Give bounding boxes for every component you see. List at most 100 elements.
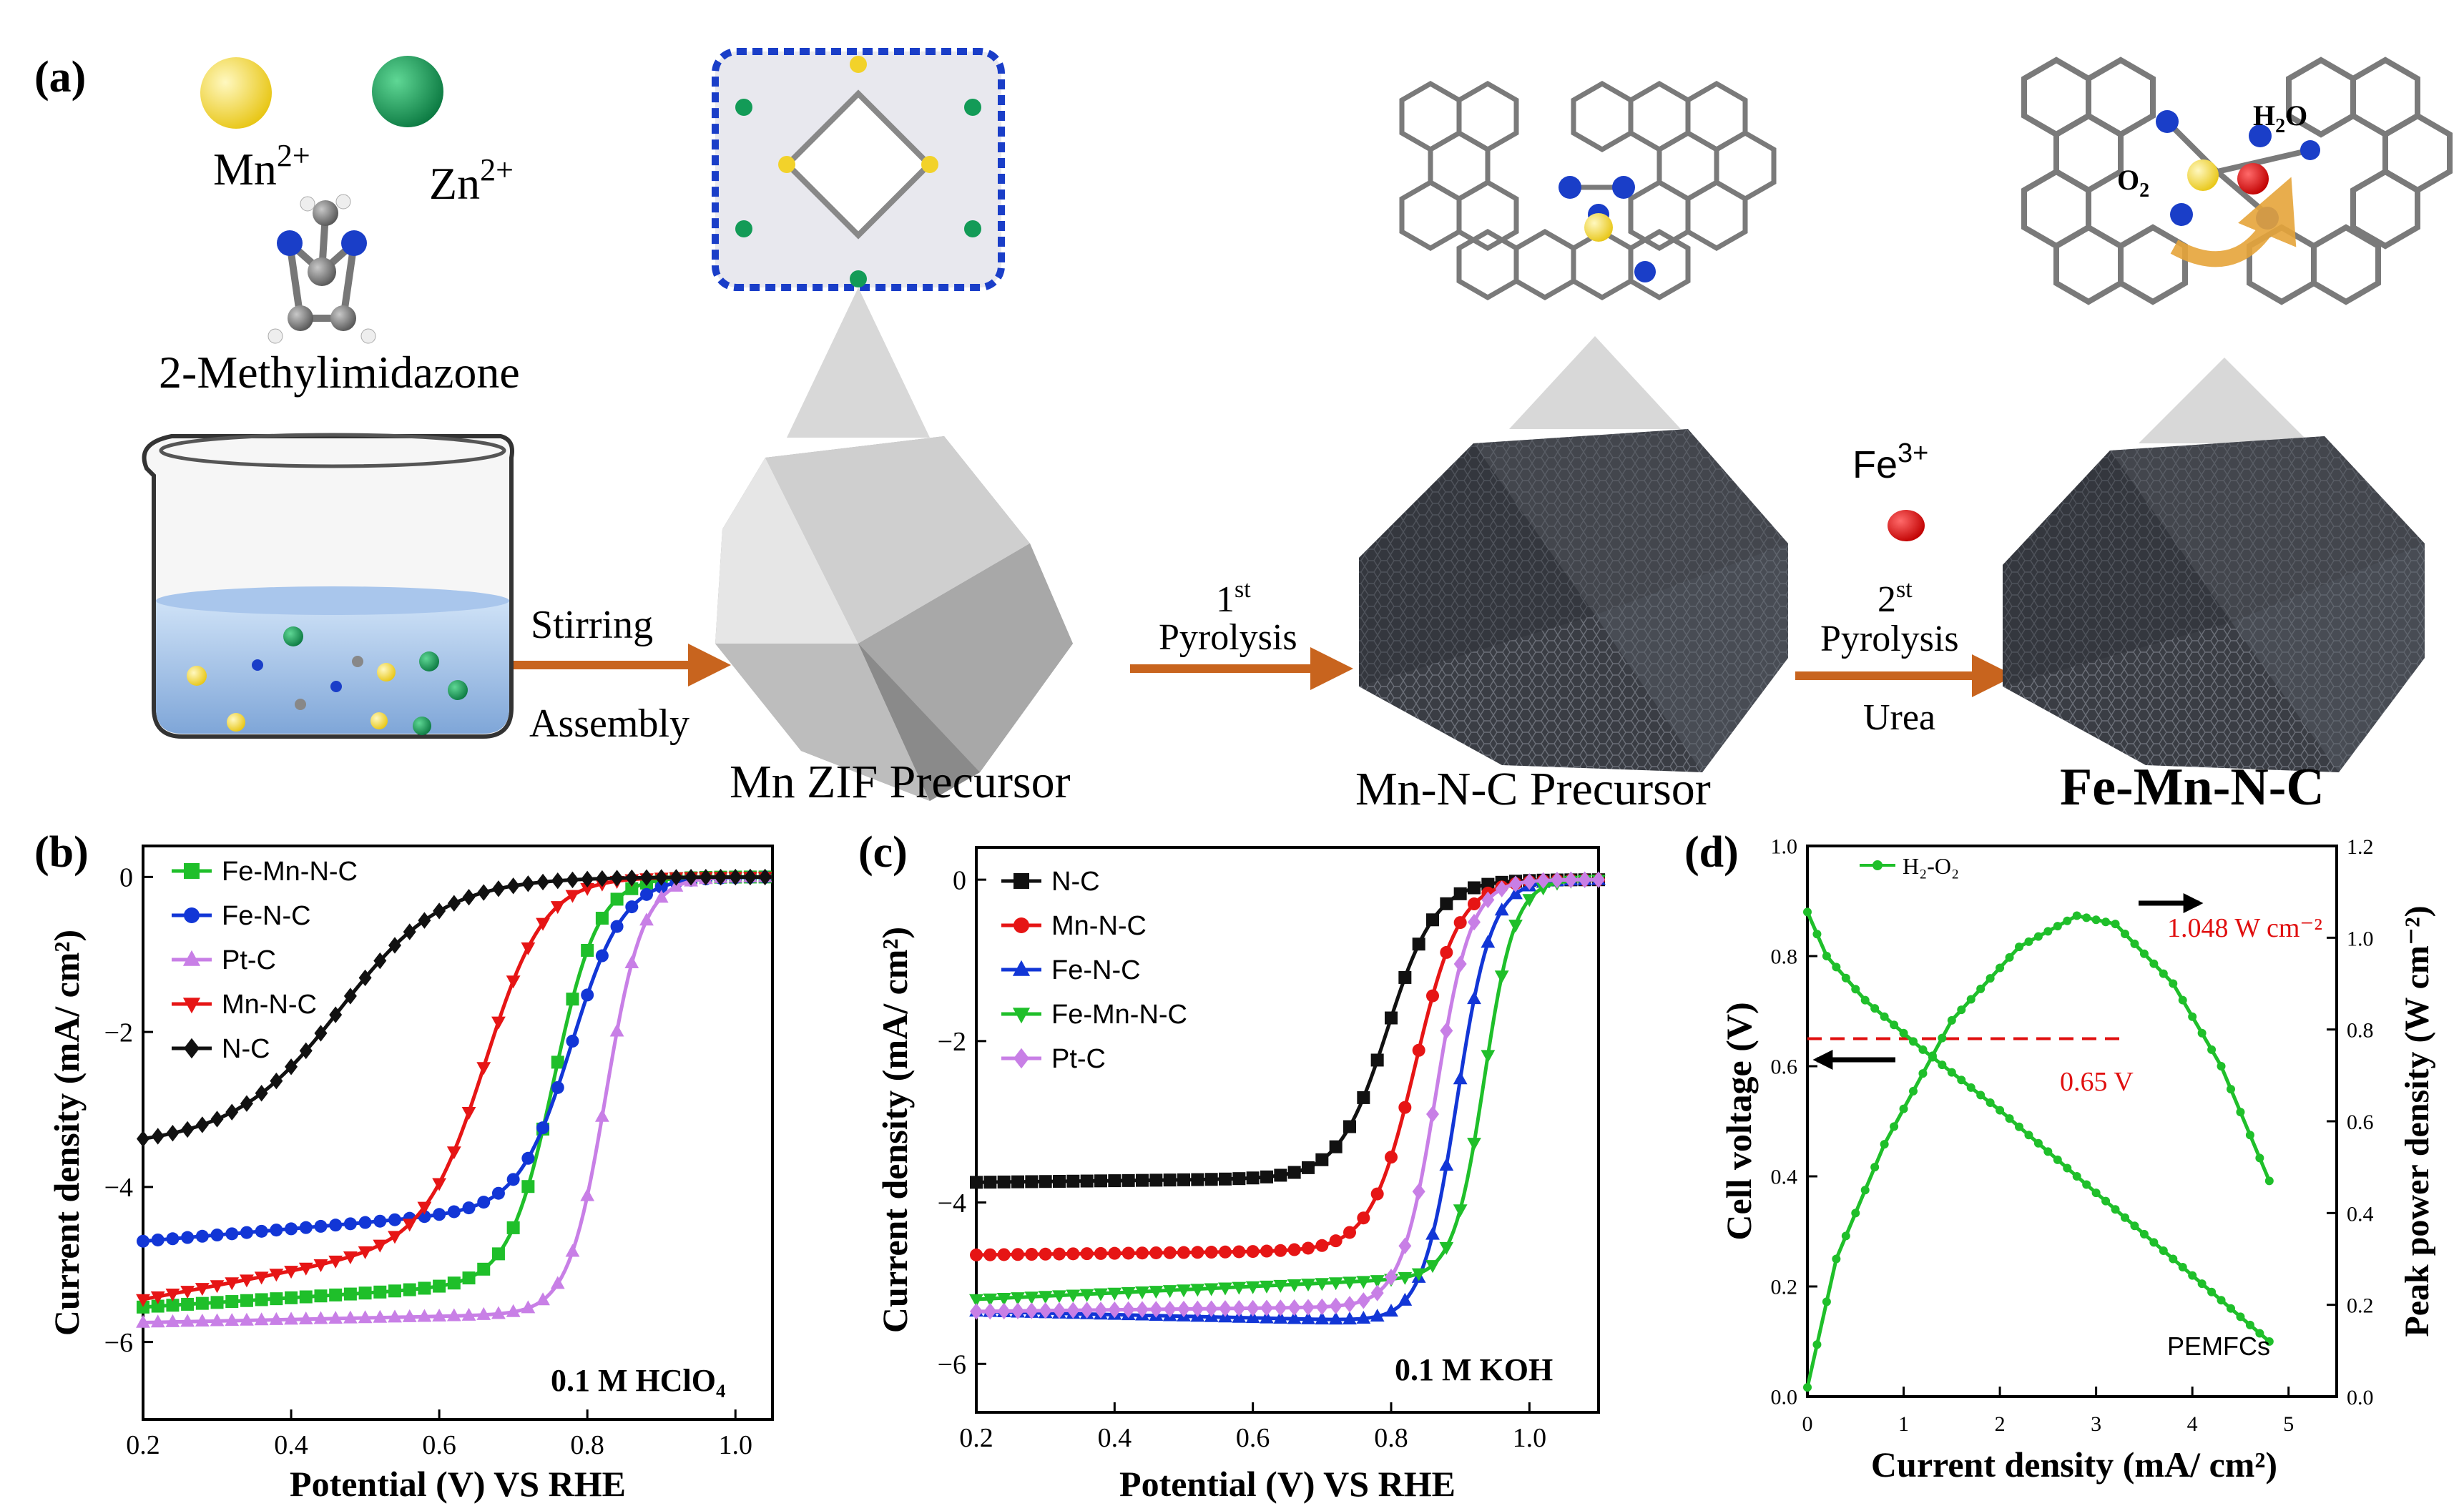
data-point xyxy=(969,1294,983,1307)
panel-c-chart: (c) 0.2 0.4 0.6 0.8 1.0 −6 −4 −2 0 N-C Mn-N-C Fe-N… xyxy=(858,828,1606,1504)
data-point xyxy=(1274,1299,1287,1316)
data-point xyxy=(1899,1104,1908,1113)
data-point xyxy=(1315,1298,1329,1316)
data-point xyxy=(299,1290,313,1304)
data-point xyxy=(1909,1037,1918,1046)
data-point xyxy=(1232,1299,1246,1317)
data-point xyxy=(1439,1241,1454,1255)
data-point xyxy=(269,1311,284,1325)
data-point xyxy=(1841,1231,1850,1241)
data-point xyxy=(1204,1283,1219,1296)
data-point xyxy=(1370,1275,1385,1289)
data-point xyxy=(285,1291,298,1304)
data-point xyxy=(1509,875,1522,892)
data-point xyxy=(2043,1147,2053,1156)
polarization-curve xyxy=(1805,911,2271,1343)
data-point xyxy=(1453,1204,1468,1218)
data-point xyxy=(1245,1281,1260,1294)
mn-n-c-lattice-icon xyxy=(1359,36,1802,336)
data-point xyxy=(2121,929,2129,938)
data-point xyxy=(1052,1290,1066,1304)
x-tick-label: 0 xyxy=(1802,1412,1813,1436)
data-point xyxy=(1079,1289,1094,1302)
stage3-label: Fe-Mn-N-C xyxy=(2060,758,2325,817)
data-point xyxy=(758,868,772,886)
data-point xyxy=(299,1042,313,1060)
data-point xyxy=(180,1286,195,1299)
data-point xyxy=(165,1288,180,1301)
data-point xyxy=(1053,1247,1066,1261)
legend-label-fe-mn-n-c: Fe-Mn-N-C xyxy=(222,857,358,887)
series-line-fe-n-c xyxy=(976,877,1599,1321)
data-point xyxy=(1094,1301,1107,1319)
data-point xyxy=(1522,894,1537,907)
data-point xyxy=(299,1221,313,1234)
data-point xyxy=(1246,1299,1260,1317)
data-point xyxy=(609,1023,624,1037)
data-point xyxy=(1996,963,2005,973)
data-point xyxy=(2188,1012,2197,1021)
legend-marker xyxy=(1013,917,1029,933)
data-point xyxy=(1592,871,1605,888)
y-right-tick-label: 1.0 xyxy=(2347,927,2374,950)
data-point xyxy=(1245,1310,1260,1324)
data-point xyxy=(1066,1174,1080,1188)
data-point xyxy=(137,1130,149,1148)
data-point xyxy=(181,1121,195,1138)
data-point xyxy=(1260,1299,1273,1316)
data-point xyxy=(477,1196,491,1209)
data-point xyxy=(284,1311,298,1325)
data-point xyxy=(1024,1291,1039,1305)
stage2-label: Mn-N-C Precursor xyxy=(1355,763,1711,815)
data-point xyxy=(1177,1284,1191,1298)
data-point xyxy=(970,1176,983,1189)
data-point xyxy=(1832,1254,1841,1264)
data-point xyxy=(343,1310,358,1324)
data-point xyxy=(1803,1383,1812,1392)
data-point xyxy=(491,1016,506,1030)
series-line-pt-c xyxy=(976,877,1599,1314)
data-point xyxy=(1494,902,1509,916)
peak-power-annotation: 1.048 W cm⁻² xyxy=(2167,913,2322,943)
data-point xyxy=(418,912,431,929)
data-point xyxy=(1177,1300,1190,1318)
data-point xyxy=(1011,1248,1024,1261)
data-point xyxy=(1219,1172,1232,1186)
data-point xyxy=(2072,911,2081,920)
data-point xyxy=(1287,1166,1301,1179)
data-point xyxy=(581,943,594,957)
y-right-tick-label: 0.2 xyxy=(2347,1294,2374,1318)
data-point xyxy=(476,1306,491,1320)
x-tick-label: 2 xyxy=(1995,1412,2006,1436)
legend-label: H₂-O₂ xyxy=(1903,853,1959,879)
data-point xyxy=(388,1231,402,1244)
data-point xyxy=(2159,1246,2168,1255)
legend-label-n-c: N-C xyxy=(222,1034,270,1064)
data-point xyxy=(418,1281,431,1295)
data-point xyxy=(1204,1300,1218,1317)
data-point xyxy=(447,1205,461,1219)
data-point xyxy=(254,1271,269,1285)
data-point xyxy=(2149,959,2159,968)
x-axis-label: Potential (V) VS RHE xyxy=(1119,1464,1456,1504)
x-tick-label: 3 xyxy=(2091,1412,2101,1436)
legend-label-fe-n-c: Fe-N-C xyxy=(1051,955,1141,985)
data-point xyxy=(2169,1254,2178,1264)
y-tick-label: 0.8 xyxy=(1771,945,1798,969)
data-point xyxy=(491,1186,505,1200)
data-point xyxy=(285,1222,298,1236)
data-point xyxy=(210,1229,224,1242)
series-line-pt-c xyxy=(142,875,773,1325)
x-tick-label: 4 xyxy=(2187,1412,2198,1436)
data-point xyxy=(1273,1279,1288,1293)
data-point xyxy=(1149,1173,1163,1187)
data-point xyxy=(669,869,683,886)
beaker-icon xyxy=(142,433,514,739)
data-point xyxy=(1890,1020,1899,1030)
data-point xyxy=(1329,1234,1343,1248)
electrolyte-annotation: 0.1 M KOH xyxy=(1395,1352,1553,1387)
data-point xyxy=(1080,1174,1094,1188)
data-point xyxy=(1232,1245,1246,1259)
data-point xyxy=(1440,1022,1453,1040)
data-point xyxy=(1136,1301,1149,1318)
